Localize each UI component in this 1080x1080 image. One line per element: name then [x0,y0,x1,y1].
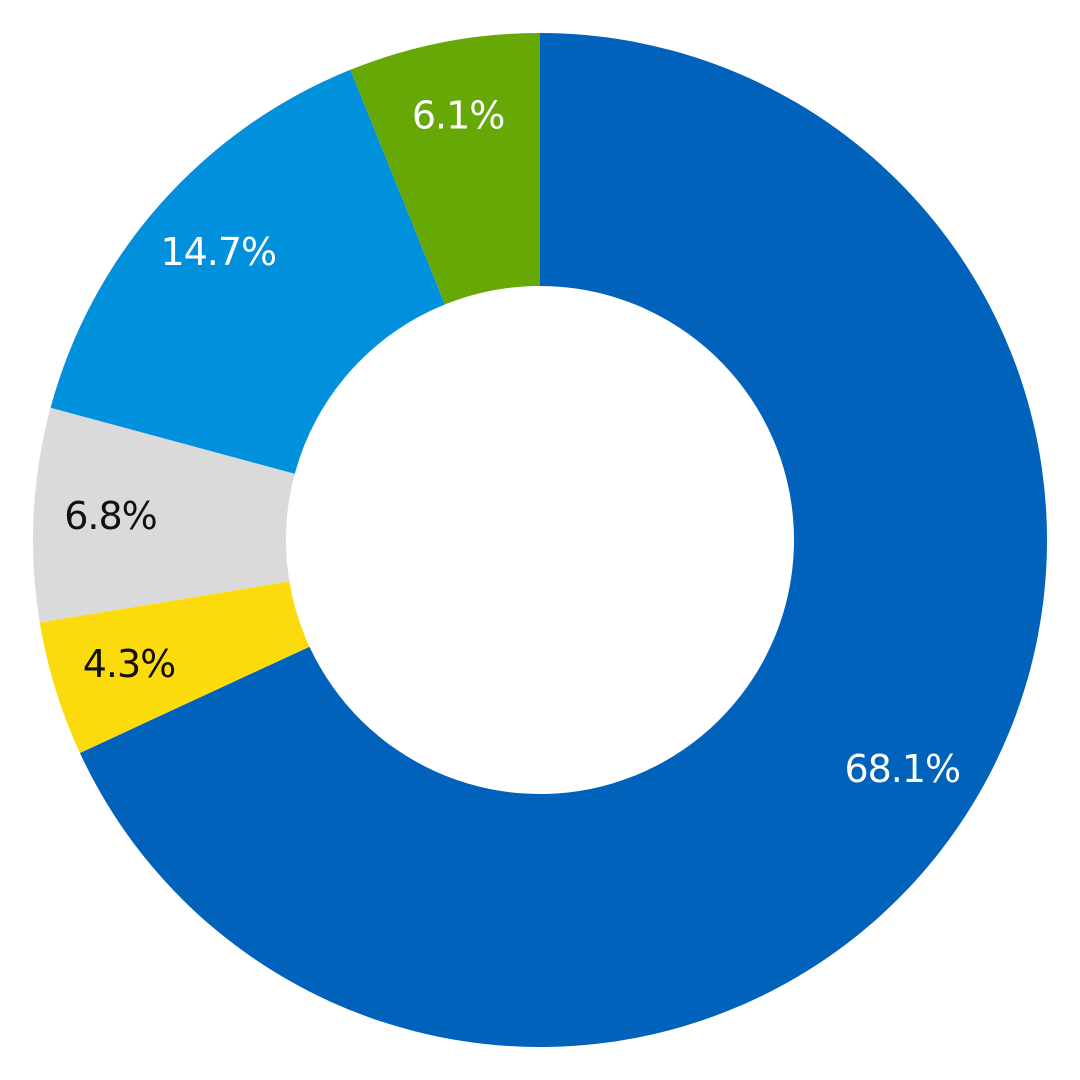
donut-slice-label-5: 6.1% [412,93,505,137]
donut-slice-5 [350,33,540,305]
donut-slice-2 [39,581,310,753]
donut-slice-label-2: 4.3% [83,642,176,686]
donut-slice-1 [79,33,1047,1047]
labels-layer: 68.1% 4.3% 6.8% 14.7% 6.1% [64,93,961,791]
donut-slice-4 [50,69,446,474]
donut-slice-label-1: 68.1% [844,747,960,791]
donut-slice-label-3: 6.8% [64,494,157,538]
donut-slice-3 [32,407,295,623]
slices-layer [32,33,1047,1047]
donut-slice-label-4: 14.7% [160,230,276,274]
